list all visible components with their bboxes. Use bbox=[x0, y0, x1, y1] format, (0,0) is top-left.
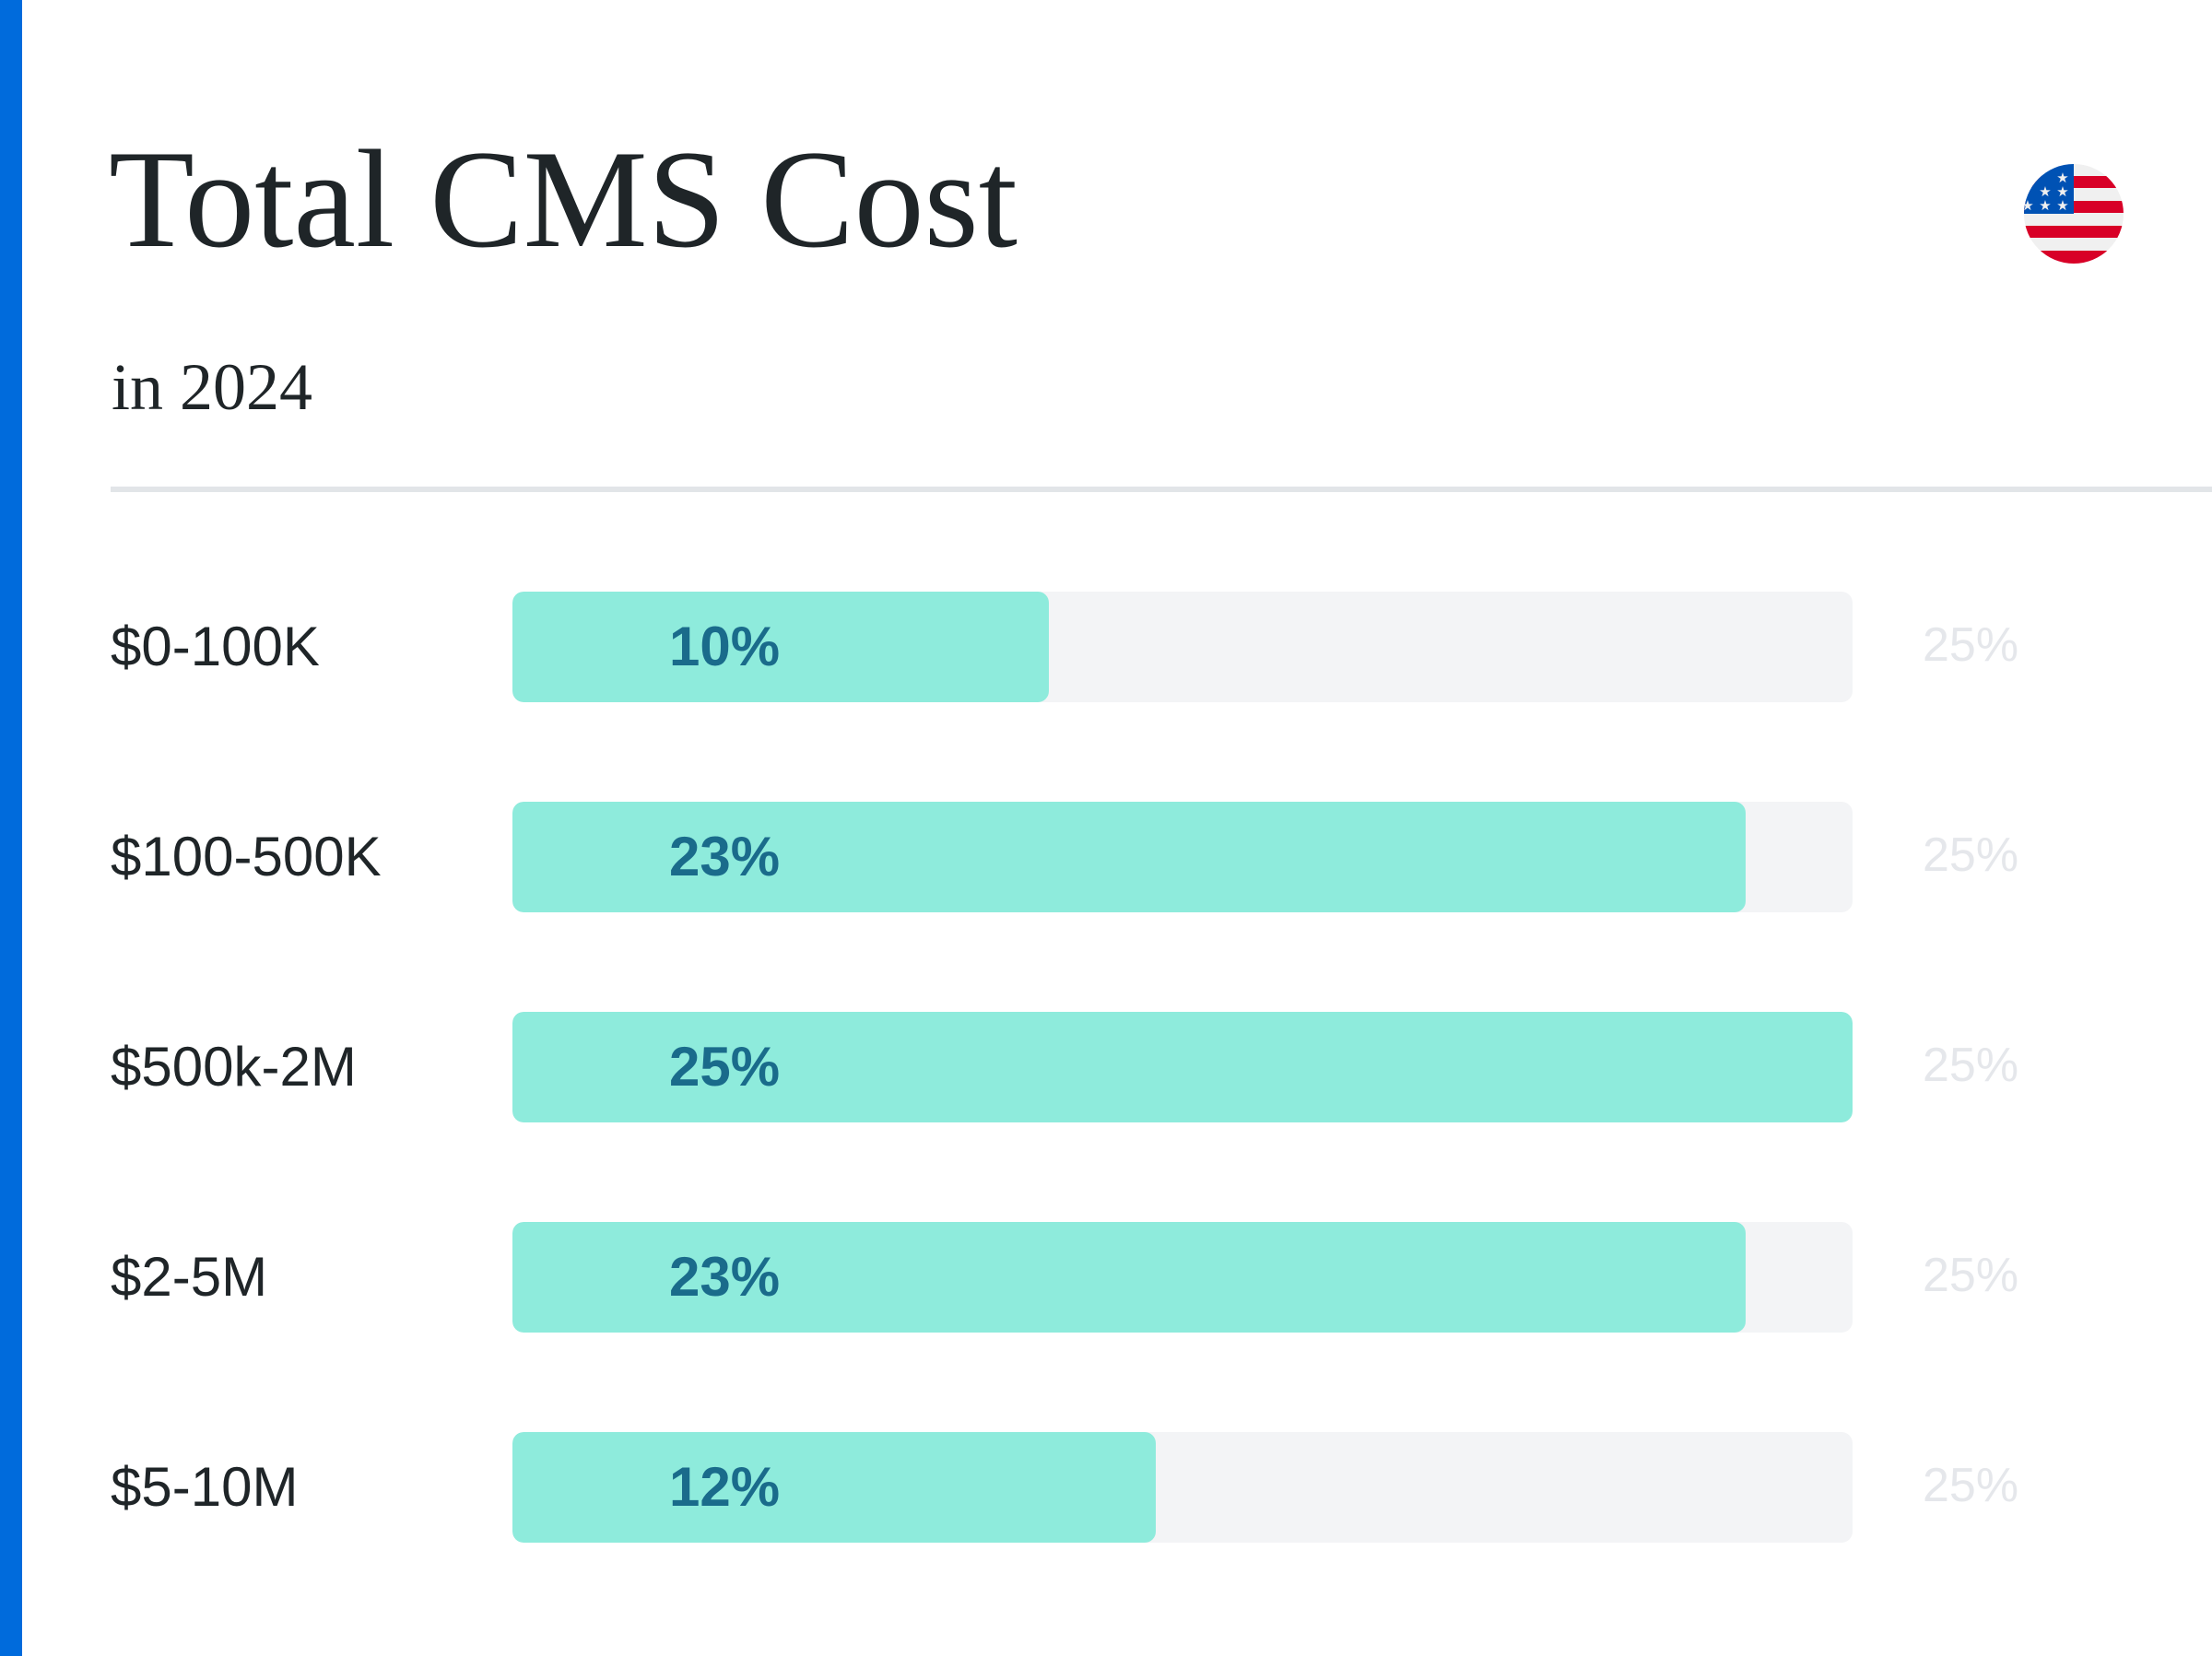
value-label: 12% bbox=[668, 1456, 781, 1518]
max-value-label: 25% bbox=[1923, 828, 2019, 882]
category-label: $100-500K bbox=[111, 826, 382, 887]
bar-track: 12% bbox=[512, 1432, 1853, 1543]
bar-fill bbox=[512, 1222, 1746, 1333]
value-label: 23% bbox=[668, 1246, 781, 1308]
max-value-label: 25% bbox=[1923, 1249, 2019, 1302]
bar-track: 10% bbox=[512, 592, 1853, 702]
bar-row: $5-10M 12% 25% bbox=[0, 1432, 2212, 1543]
max-value-label: 25% bbox=[1923, 618, 2019, 672]
bar-track: 25% bbox=[512, 1012, 1853, 1122]
svg-text:★: ★ bbox=[2056, 183, 2068, 200]
bar-fill bbox=[512, 592, 1049, 702]
bar-track: 23% bbox=[512, 802, 1853, 912]
accent-bar bbox=[0, 0, 22, 1656]
category-label: $2-5M bbox=[111, 1246, 268, 1308]
max-value-label: 25% bbox=[1923, 1039, 2019, 1092]
header-divider bbox=[111, 487, 2212, 492]
bar-fill bbox=[512, 1432, 1156, 1543]
chart-title: Total CMS Cost bbox=[109, 122, 1018, 276]
value-label: 25% bbox=[668, 1036, 781, 1098]
max-value-label: 25% bbox=[1923, 1459, 2019, 1512]
bar-track: 23% bbox=[512, 1222, 1853, 1333]
bar-row: $100-500K 23% 25% bbox=[0, 802, 2212, 912]
category-label: $500k-2M bbox=[111, 1036, 357, 1098]
value-label: 10% bbox=[668, 616, 781, 677]
bar-fill bbox=[512, 1012, 1853, 1122]
us-flag-icon: ★ ★ ★ ★ ★ ★ bbox=[2024, 164, 2124, 264]
bar-row: $500k-2M 25% 25% bbox=[0, 1012, 2212, 1122]
category-label: $0-100K bbox=[111, 616, 320, 677]
bar-row: $0-100K 10% 25% bbox=[0, 592, 2212, 702]
value-label: 23% bbox=[668, 826, 781, 887]
svg-text:★: ★ bbox=[2056, 170, 2068, 186]
svg-text:★: ★ bbox=[2056, 197, 2068, 214]
category-label: $5-10M bbox=[111, 1456, 299, 1518]
svg-text:★: ★ bbox=[2039, 183, 2051, 200]
chart-subtitle: in 2024 bbox=[112, 350, 313, 424]
bar-row: $2-5M 23% 25% bbox=[0, 1222, 2212, 1333]
bar-fill bbox=[512, 802, 1746, 912]
svg-text:★: ★ bbox=[2024, 197, 2034, 214]
svg-text:★: ★ bbox=[2039, 197, 2051, 214]
